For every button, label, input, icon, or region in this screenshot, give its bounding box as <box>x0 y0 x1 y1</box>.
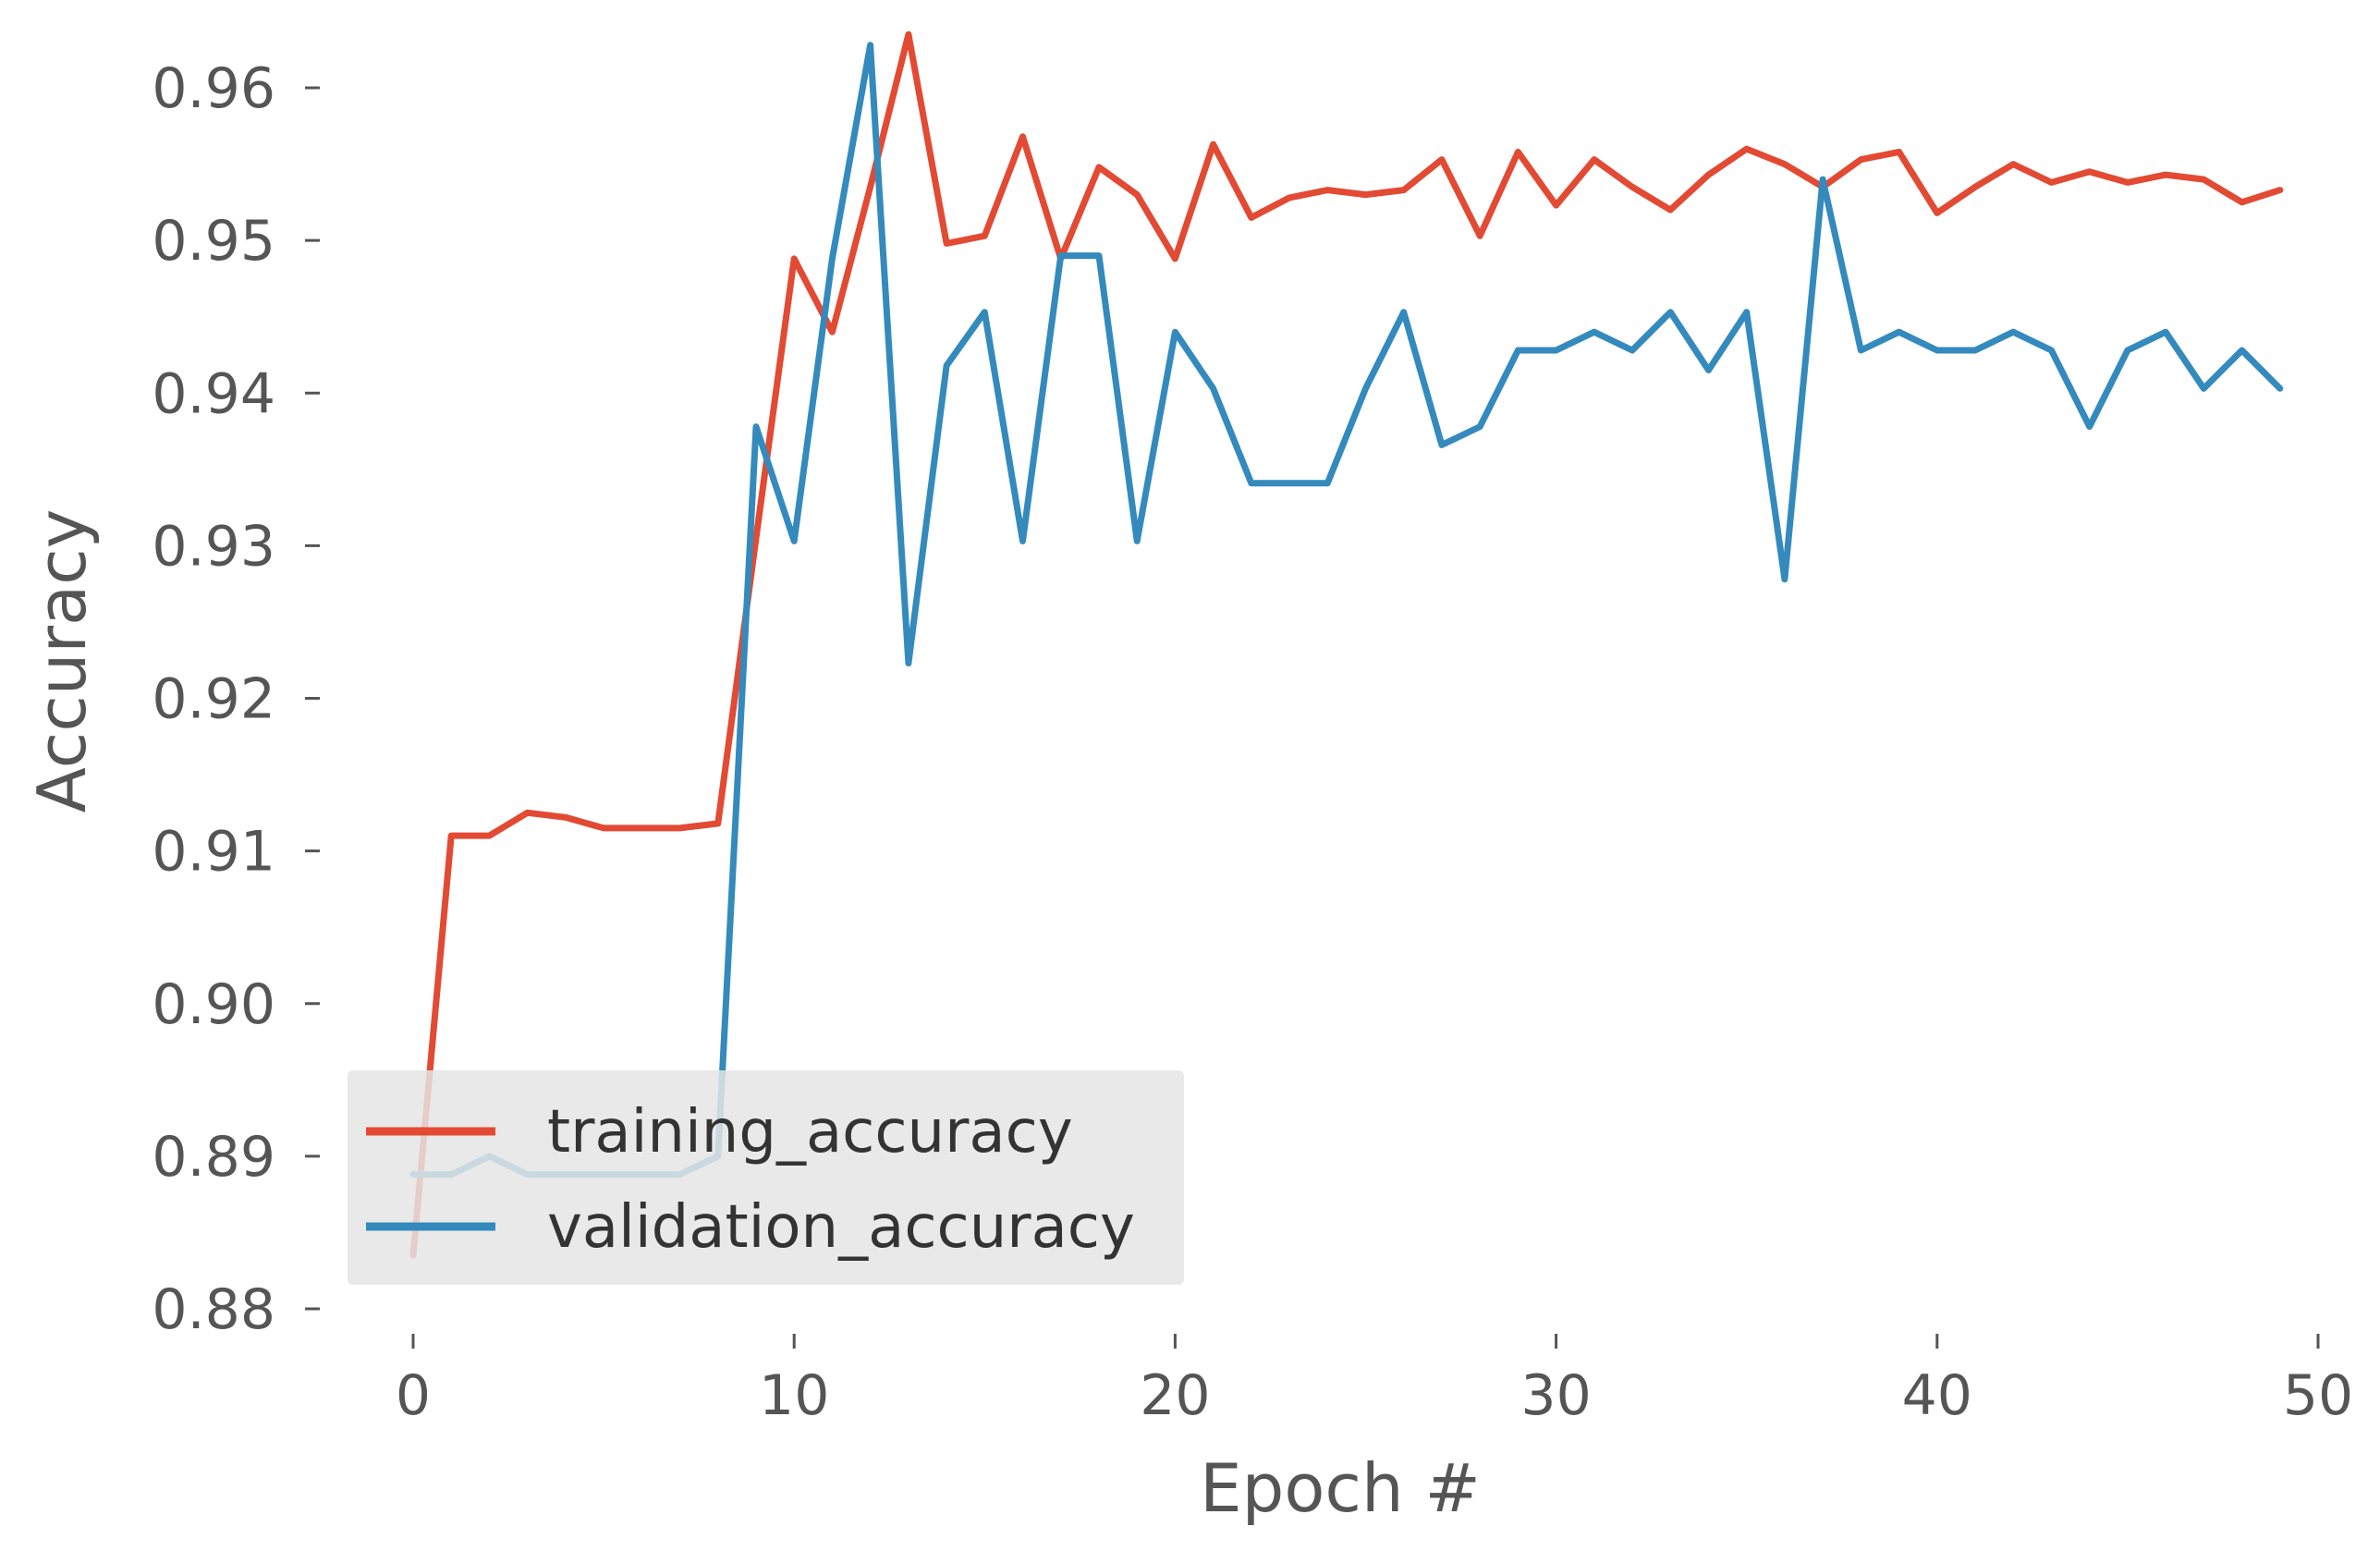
y-tick-label: 0.94 <box>152 361 275 426</box>
x-tick-label: 40 <box>1902 1363 1972 1428</box>
y-tick-label: 0.92 <box>152 667 275 732</box>
x-tick-label: 0 <box>396 1363 431 1428</box>
series-layer <box>409 31 2284 1259</box>
legend-box <box>348 1070 1184 1285</box>
series-line-training-accuracy <box>409 31 2284 1259</box>
x-tick-label: 20 <box>1140 1363 1210 1428</box>
y-tick-label: 0.91 <box>152 820 275 885</box>
legend-label-validation-accuracy: validation_accuracy <box>547 1193 1135 1262</box>
y-tick-label: 0.88 <box>152 1277 275 1342</box>
y-tick-label: 0.93 <box>152 514 275 579</box>
y-tick-label: 0.89 <box>152 1125 275 1190</box>
x-tick-label: 50 <box>2283 1363 2353 1428</box>
legend-label-training-accuracy: training_accuracy <box>547 1098 1073 1166</box>
legend: training_accuracy validation_accuracy <box>348 1070 1184 1285</box>
x-axis: 0 10 20 30 40 50 <box>396 1334 2353 1428</box>
x-axis-title: Epoch # <box>1200 1449 1481 1527</box>
x-tick-label: 10 <box>759 1363 829 1428</box>
y-tick-label: 0.96 <box>152 56 275 121</box>
y-axis: 0.88 0.89 0.90 0.91 0.92 0.93 0.94 0.95 0.96 <box>152 56 320 1342</box>
y-tick-label: 0.95 <box>152 209 275 274</box>
series-line-validation-accuracy <box>409 42 2284 1179</box>
x-tick-label: 30 <box>1520 1363 1591 1428</box>
y-axis-title: Accuracy <box>23 509 101 813</box>
y-tick-label: 0.90 <box>152 972 275 1037</box>
